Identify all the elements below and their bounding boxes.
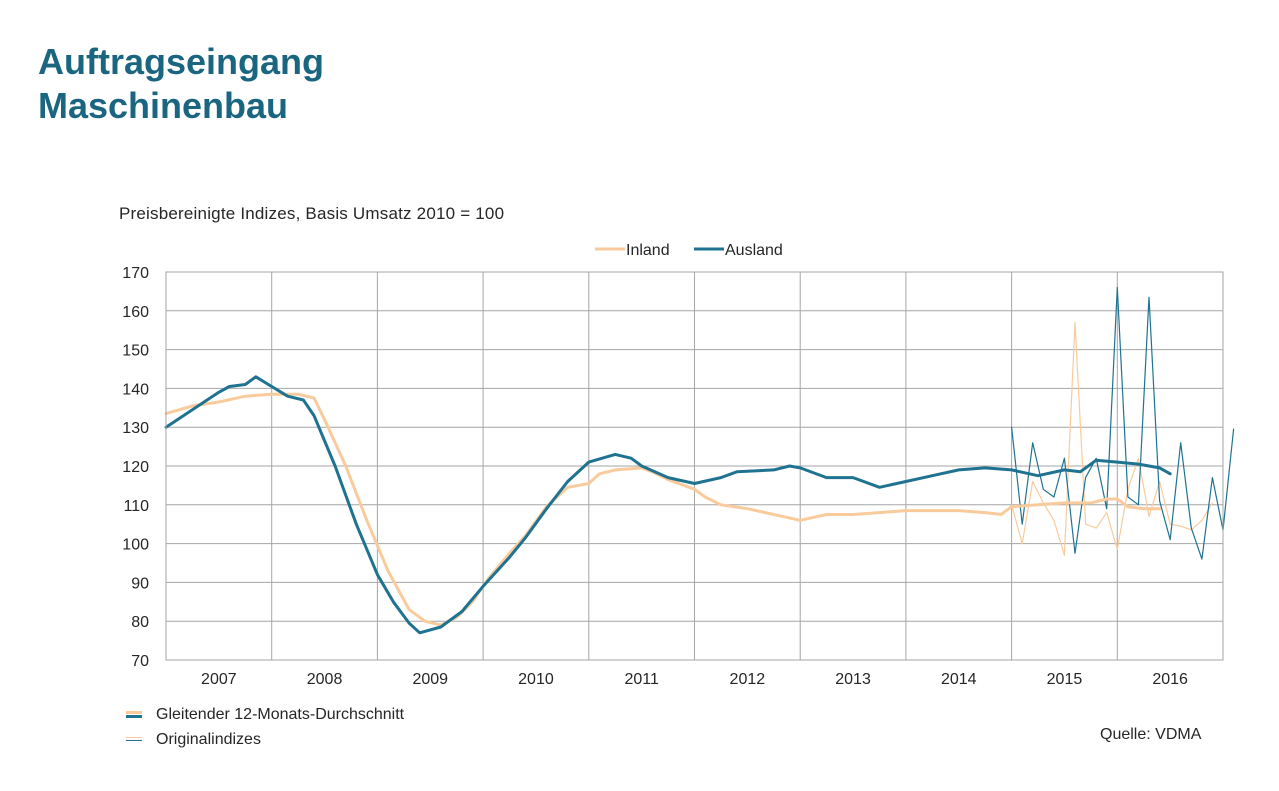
page-title: Auftragseingang Maschinenbau xyxy=(38,40,324,128)
title-line-1: Auftragseingang xyxy=(38,41,325,82)
y-tick-label: 170 xyxy=(122,265,149,282)
x-tick-label: 2013 xyxy=(835,671,871,688)
series-inland-average-line xyxy=(164,392,1162,627)
x-tick-label: 2007 xyxy=(201,671,237,688)
legend-moving-average: Gleitender 12-Monats-Durchschnitt xyxy=(126,702,404,727)
x-tick-label: 2015 xyxy=(1047,671,1083,688)
y-tick-label: 160 xyxy=(122,304,149,321)
series-ausland-average-line xyxy=(164,375,1172,635)
x-tick-label: 2009 xyxy=(412,671,448,688)
chart-frame xyxy=(165,271,1224,661)
plot-border xyxy=(165,271,1224,661)
y-tick-label: 150 xyxy=(122,343,149,360)
y-tick-label: 130 xyxy=(122,420,149,437)
y-axis: 70 80 90 100 110 120 130 140 150 160 170 xyxy=(122,265,149,670)
y-tick-label: 140 xyxy=(122,381,149,398)
y-tick-label: 120 xyxy=(122,459,149,476)
y-tick-label: 70 xyxy=(131,653,149,670)
x-tick-label: 2010 xyxy=(518,671,554,688)
x-axis: 2007 2008 2009 2010 2011 2012 2013 2014 2015 2016 xyxy=(201,671,1188,688)
moving-average-swatch xyxy=(126,710,142,720)
legend-original-label: Originalindizes xyxy=(156,730,261,748)
y-tick-label: 110 xyxy=(123,498,149,515)
legend-original: Originalindizes xyxy=(126,727,404,752)
chart-series xyxy=(164,286,1235,635)
chart-subtitle: Preisbereinigte Indizes, Basis Umsatz 20… xyxy=(119,204,505,223)
series-inland-original-line xyxy=(1011,321,1213,556)
x-tick-label: 2011 xyxy=(624,671,659,688)
chart-grid xyxy=(166,271,1223,661)
y-tick-label: 100 xyxy=(122,537,149,554)
title-line-2: Maschinenbau xyxy=(38,85,289,126)
y-tick-label: 80 xyxy=(131,614,149,631)
x-tick-label: 2014 xyxy=(941,671,977,688)
legend-moving-average-label: Gleitender 12-Monats-Durchschnitt xyxy=(156,705,405,723)
x-tick-label: 2012 xyxy=(730,671,766,688)
legend-label-ausland: Ausland xyxy=(725,242,783,259)
chart-legend: Inland Ausland xyxy=(595,242,783,259)
original-swatch xyxy=(126,735,142,745)
series-ausland-original-line xyxy=(1011,286,1235,560)
y-tick-label: 90 xyxy=(131,575,149,592)
x-tick-label: 2008 xyxy=(307,671,343,688)
x-tick-label: 2016 xyxy=(1152,671,1188,688)
line-type-legend: Gleitender 12-Monats-Durchschnitt Origin… xyxy=(126,702,404,752)
legend-label-inland: Inland xyxy=(626,242,670,259)
source-note: Quelle: VDMA xyxy=(1100,726,1202,743)
